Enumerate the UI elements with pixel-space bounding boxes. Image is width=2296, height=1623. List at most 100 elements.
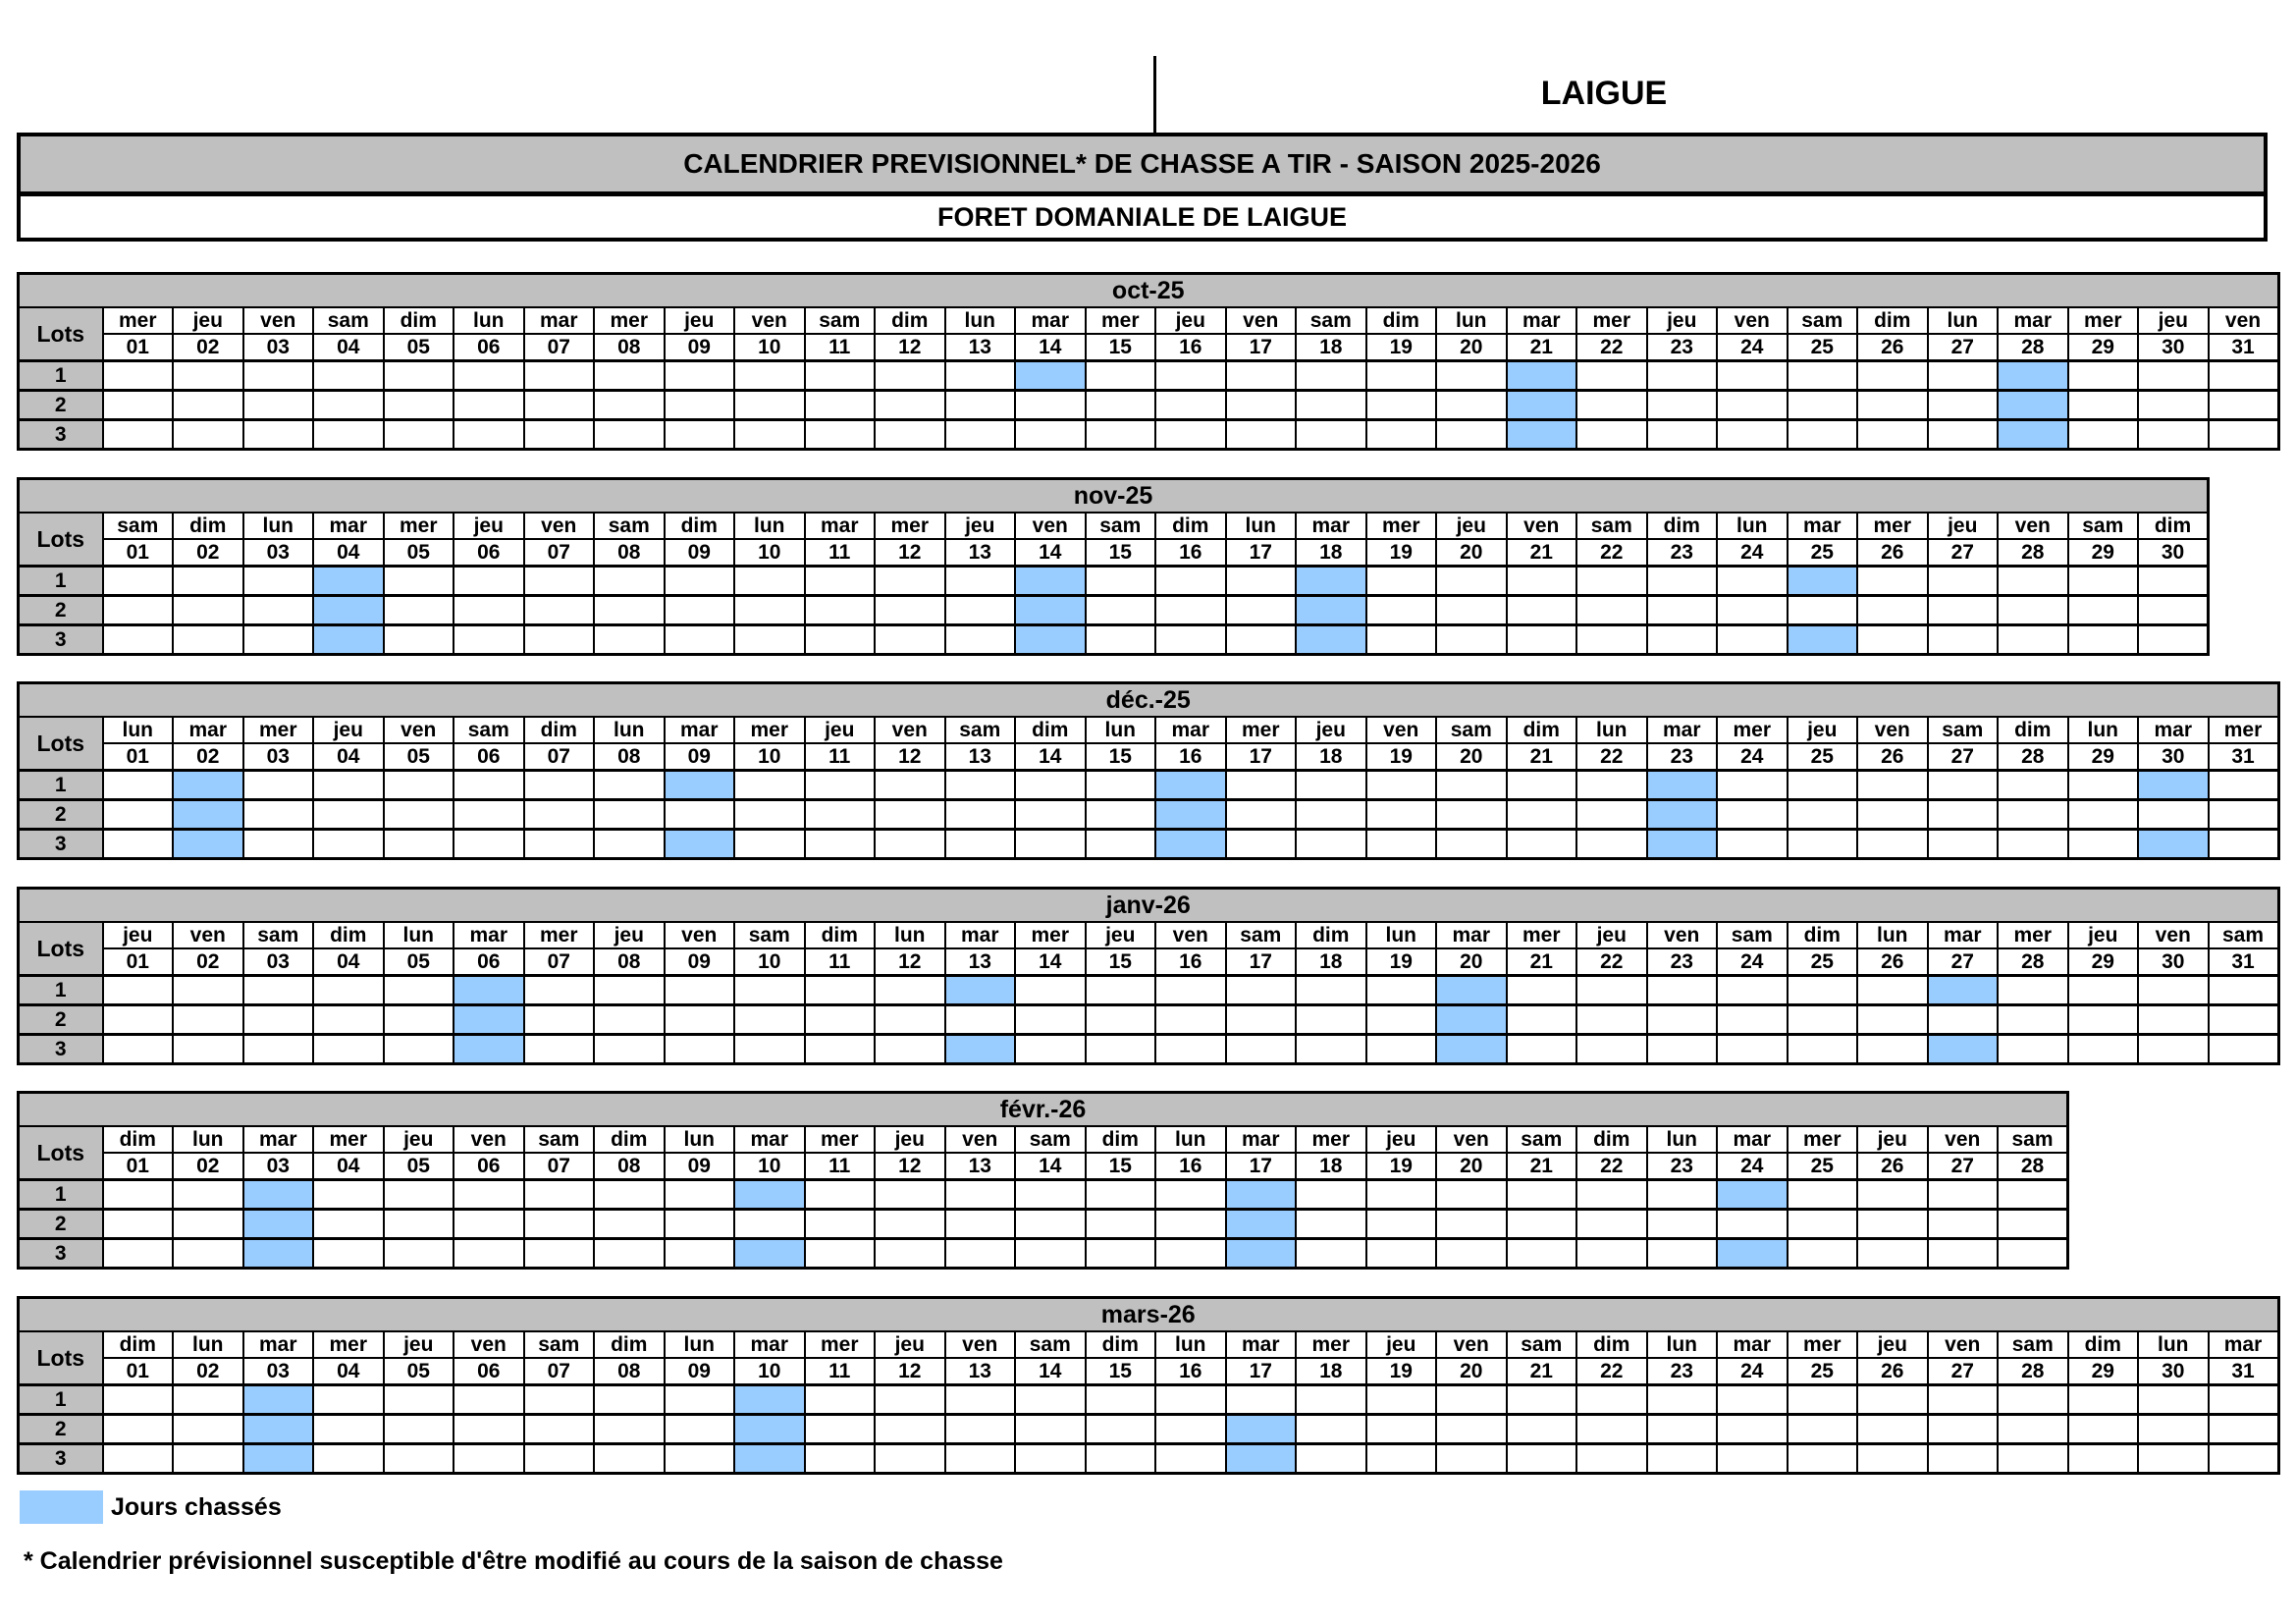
weekday-cell: sam <box>2207 921 2279 949</box>
weekday-cell: mar <box>172 716 244 744</box>
day-cell <box>1505 769 1577 801</box>
day-cell <box>803 1003 876 1036</box>
hunted-day-cell <box>1997 359 2069 392</box>
day-cell <box>382 418 454 451</box>
day-cell <box>1997 974 2069 1006</box>
day-number-cell: 23 <box>1645 742 1718 772</box>
weekday-cell: mer <box>241 716 314 744</box>
hunted-day-cell <box>312 565 385 597</box>
day-cell <box>453 565 525 597</box>
day-cell <box>2066 974 2139 1006</box>
weekday-cell: mar <box>312 512 385 540</box>
weekday-cell: ven <box>2137 921 2210 949</box>
day-cell <box>803 1413 876 1445</box>
day-cell <box>943 1442 1016 1475</box>
weekday-cell: ven <box>1926 1125 1999 1154</box>
hunted-day-cell <box>1295 594 1367 626</box>
day-cell <box>1786 418 1858 451</box>
day-cell <box>1154 974 1227 1006</box>
day-number-cell: 27 <box>1926 947 1999 977</box>
day-cell <box>593 1208 666 1240</box>
day-cell <box>733 769 806 801</box>
day-cell <box>1295 1442 1367 1475</box>
day-cell <box>1856 1413 1929 1445</box>
weekday-cell: jeu <box>101 921 174 949</box>
day-cell <box>1926 565 1999 597</box>
day-cell <box>1084 1442 1156 1475</box>
day-number-cell: 27 <box>1926 742 1999 772</box>
day-cell <box>1575 769 1648 801</box>
weekday-cell: mar <box>733 1330 806 1359</box>
weekday-cell: mer <box>1505 921 1577 949</box>
day-cell <box>733 418 806 451</box>
weekday-cell: sam <box>1926 716 1999 744</box>
day-cell <box>241 623 314 656</box>
day-number-cell: 04 <box>312 333 385 362</box>
day-cell <box>1856 974 1929 1006</box>
day-cell <box>1716 1383 1789 1416</box>
weekday-cell: jeu <box>1856 1125 1929 1154</box>
day-cell <box>1645 1208 1718 1240</box>
day-number-cell: 24 <box>1716 1357 1789 1386</box>
weekday-cell: lun <box>1716 512 1789 540</box>
day-cell <box>1786 1442 1858 1475</box>
day-number-cell: 24 <box>1716 947 1789 977</box>
day-number-cell: 10 <box>733 947 806 977</box>
day-cell <box>1645 594 1718 626</box>
day-cell <box>733 828 806 860</box>
day-number-cell: 06 <box>453 1357 525 1386</box>
day-cell <box>2207 1383 2279 1416</box>
day-cell <box>1997 623 2069 656</box>
weekday-cell: dim <box>2137 512 2210 540</box>
weekday-cell: dim <box>1014 716 1087 744</box>
weekday-cell: lun <box>943 306 1016 335</box>
day-cell <box>522 594 595 626</box>
day-number-cell: 06 <box>453 947 525 977</box>
day-number-cell: 01 <box>101 1357 174 1386</box>
month-table: févr.-26 Lots dim lun mar mer jeu ven sam dim lun m… <box>17 1091 2069 1270</box>
day-cell <box>522 623 595 656</box>
weekday-cell: ven <box>1435 1125 1508 1154</box>
lot-label-cell: 1 <box>17 1178 104 1211</box>
day-number-cell: 11 <box>803 1152 876 1181</box>
day-cell <box>1575 623 1648 656</box>
day-number-cell: 22 <box>1575 333 1648 362</box>
month-title: déc.-25 <box>17 681 2279 718</box>
lot-label-cell: 3 <box>17 623 104 656</box>
day-number-cell: 05 <box>382 1152 454 1181</box>
weekday-cell: dim <box>1575 1125 1648 1154</box>
day-number-cell: 26 <box>1856 1357 1929 1386</box>
day-cell <box>1435 623 1508 656</box>
day-cell <box>453 359 525 392</box>
day-cell <box>1014 828 1087 860</box>
day-cell <box>382 1413 454 1445</box>
day-number-cell: 23 <box>1645 1357 1718 1386</box>
weekday-cell: dim <box>1997 716 2069 744</box>
day-cell <box>1364 1178 1437 1211</box>
day-cell <box>1014 1003 1087 1036</box>
day-number-cell: 31 <box>2207 947 2279 977</box>
day-cell <box>1926 798 1999 831</box>
day-cell <box>382 1178 454 1211</box>
day-number-cell: 05 <box>382 333 454 362</box>
day-cell <box>1856 1003 1929 1036</box>
day-cell <box>1926 1003 1999 1036</box>
day-number-cell: 01 <box>101 333 174 362</box>
weekday-cell: dim <box>2066 1330 2139 1359</box>
lot-label-cell: 3 <box>17 1033 104 1065</box>
weekday-cell: jeu <box>1926 512 1999 540</box>
day-number-cell: 28 <box>1997 1357 2069 1386</box>
lots-header: Lots <box>17 1125 104 1181</box>
weekday-cell: mer <box>1295 1125 1367 1154</box>
day-number-cell: 26 <box>1856 538 1929 568</box>
day-cell <box>1154 1208 1227 1240</box>
day-cell <box>803 1237 876 1270</box>
day-number-cell: 17 <box>1224 538 1297 568</box>
day-cell <box>803 1208 876 1240</box>
hunted-day-cell <box>1926 1033 1999 1065</box>
day-cell <box>1014 769 1087 801</box>
weekday-cell: mer <box>1014 921 1087 949</box>
hunted-day-cell <box>1997 389 2069 421</box>
day-number-cell: 03 <box>241 333 314 362</box>
day-number-cell: 05 <box>382 947 454 977</box>
